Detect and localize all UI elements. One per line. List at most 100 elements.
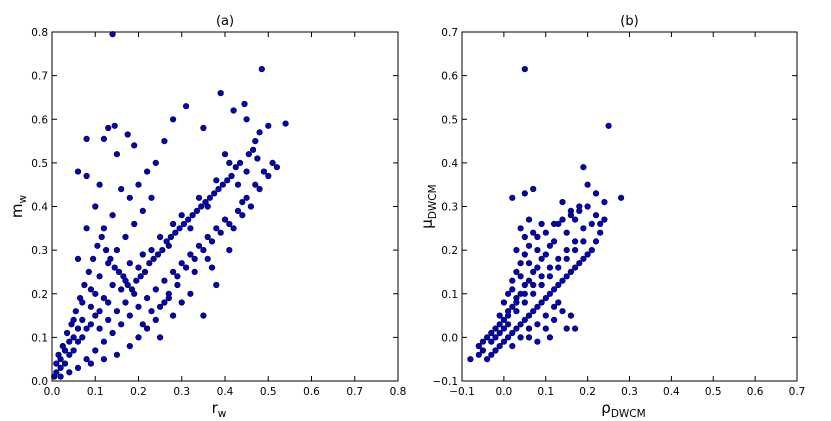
data-point: [546, 290, 554, 297]
data-point: [576, 207, 583, 214]
data-point: [525, 242, 533, 249]
data-point: [534, 247, 541, 254]
data-point: [580, 164, 587, 171]
data-point: [198, 203, 205, 210]
data-point: [113, 247, 120, 254]
data-point: [534, 233, 541, 241]
data-point: [124, 281, 131, 289]
data-point: [563, 247, 570, 254]
data-point: [170, 268, 177, 276]
y-tick-label: 0.2: [441, 245, 458, 257]
data-point: [66, 369, 73, 376]
data-point: [496, 343, 503, 350]
data-point: [53, 360, 60, 367]
data-point: [92, 290, 99, 297]
data-point: [118, 321, 125, 328]
x-tick-label: 0.8: [390, 386, 407, 398]
data-point: [139, 207, 146, 214]
y-axis-label: mw: [8, 194, 29, 218]
data-point: [118, 286, 125, 293]
y-tick-label: 0.2: [31, 289, 48, 301]
data-point: [534, 321, 541, 328]
data-point: [131, 142, 138, 149]
data-point: [273, 164, 281, 171]
data-point: [479, 338, 487, 345]
data-point: [72, 308, 79, 315]
data-point: [239, 212, 246, 219]
y-tick-label: 0.4: [441, 158, 458, 170]
y-tick-label: 0.1: [31, 332, 48, 344]
data-point: [580, 255, 587, 262]
data-point: [111, 264, 118, 271]
data-point: [100, 135, 107, 142]
data-point: [74, 325, 82, 332]
data-point: [178, 212, 185, 219]
data-point: [525, 260, 533, 267]
data-point: [144, 168, 151, 175]
data-point: [567, 268, 575, 276]
data-point: [538, 281, 545, 289]
data-point: [484, 356, 491, 363]
data-point: [617, 194, 625, 201]
data-point: [105, 316, 112, 324]
data-point: [135, 334, 142, 341]
data-point: [92, 312, 99, 319]
data-point: [513, 268, 520, 276]
data-point: [484, 334, 491, 341]
x-tick-label: 0.0: [496, 386, 513, 398]
data-point: [509, 194, 516, 201]
data-point: [163, 238, 170, 245]
data-point: [488, 329, 495, 337]
x-tick-label: 0.4: [663, 386, 680, 398]
data-point: [509, 303, 516, 310]
x-tick-label: 0.3: [621, 386, 638, 398]
data-point: [74, 168, 82, 175]
data-point: [96, 181, 103, 188]
data-point: [139, 321, 146, 328]
data-point: [215, 186, 222, 193]
data-point: [496, 321, 503, 328]
data-point: [109, 31, 116, 38]
data-point: [105, 299, 112, 306]
data-point: [170, 116, 177, 123]
data-point: [76, 295, 84, 302]
data-point: [534, 338, 541, 345]
data-point: [517, 260, 524, 267]
data-point: [243, 116, 250, 123]
data-point: [254, 155, 261, 162]
y-tick-label: 0.6: [31, 114, 48, 126]
data-point: [521, 299, 528, 306]
data-point: [597, 220, 604, 227]
data-point: [176, 225, 183, 232]
data-point: [70, 334, 77, 341]
data-point: [492, 334, 499, 341]
data-point: [559, 199, 566, 206]
x-tick-label: 0.2: [130, 386, 147, 398]
data-point: [146, 260, 153, 267]
data-point: [230, 225, 237, 232]
data-point: [534, 303, 541, 310]
data-point: [96, 273, 103, 280]
data-point: [70, 347, 77, 354]
data-point: [87, 303, 94, 310]
data-point: [131, 220, 138, 228]
data-point: [241, 100, 248, 108]
y-tick-label: 0.7: [441, 27, 458, 39]
data-point: [550, 286, 558, 293]
y-tick-label: 0.5: [441, 114, 458, 126]
data-point: [66, 351, 73, 358]
data-point: [126, 194, 133, 201]
data-point: [152, 159, 159, 166]
data-point: [74, 338, 82, 345]
data-point: [505, 312, 512, 319]
x-tick-label: −0.1: [449, 386, 475, 398]
data-point: [94, 242, 101, 249]
data-point: [475, 343, 482, 350]
data-point: [144, 295, 151, 302]
x-tick-label: 0.5: [705, 386, 722, 398]
data-point: [191, 268, 198, 276]
data-point: [228, 172, 235, 180]
data-point: [206, 194, 213, 201]
data-point: [113, 308, 120, 315]
data-point: [61, 360, 69, 367]
